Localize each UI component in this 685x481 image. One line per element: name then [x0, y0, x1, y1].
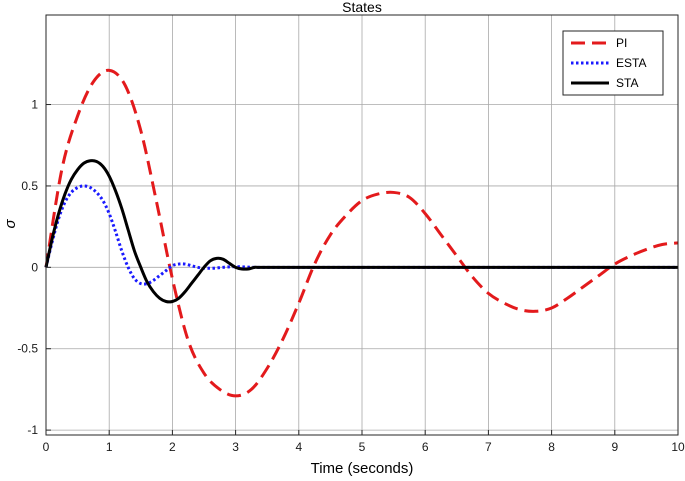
y-tick-label: 0.5 [21, 179, 38, 193]
x-tick-label: 8 [548, 440, 555, 454]
x-axis-label: Time (seconds) [311, 460, 414, 477]
legend: PI ESTA STA [562, 30, 664, 96]
x-tick-label: 6 [422, 440, 429, 454]
y-tick-label: 0 [31, 260, 38, 274]
x-tick-label: 7 [485, 440, 492, 454]
x-tick-label: 0 [43, 440, 50, 454]
series-layer [44, 68, 679, 398]
x-tick-label: 4 [295, 440, 302, 454]
legend-label-esta: ESTA [616, 56, 646, 70]
chart-title: States [342, 0, 382, 15]
series-line-pi [44, 68, 679, 398]
series-line-sta [44, 159, 678, 304]
legend-label-sta: STA [616, 76, 638, 90]
x-tick-label: 10 [671, 440, 685, 454]
x-tick-label: 9 [611, 440, 618, 454]
x-tick-label: 2 [169, 440, 176, 454]
legend-label-pi: PI [616, 36, 627, 50]
y-tick-label: 1 [31, 98, 38, 112]
axis-ticks: 0 1 2 3 4 5 6 7 8 9 10 -1 -0.5 0 0.5 1 [17, 98, 685, 454]
y-tick-label: -1 [27, 423, 38, 437]
x-tick-label: 1 [106, 440, 113, 454]
y-axis-label: σ [2, 219, 19, 229]
y-tick-label: -0.5 [17, 342, 38, 356]
x-tick-label: 5 [359, 440, 366, 454]
x-tick-label: 3 [232, 440, 239, 454]
